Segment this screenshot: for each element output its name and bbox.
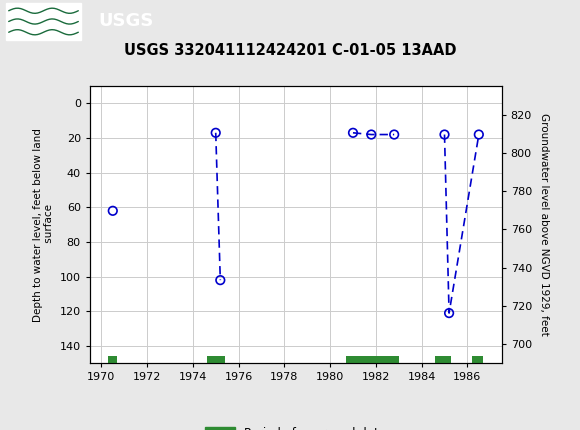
Point — [216, 277, 225, 284]
Bar — [108, 356, 117, 364]
Point — [390, 131, 399, 138]
Y-axis label: Groundwater level above NGVD 1929, feet: Groundwater level above NGVD 1929, feet — [539, 113, 549, 336]
Text: USGS 332041112424201 C-01-05 13AAD: USGS 332041112424201 C-01-05 13AAD — [124, 43, 456, 58]
Point — [474, 131, 484, 138]
Bar — [436, 356, 451, 364]
Y-axis label: Depth to water level, feet below land
 surface: Depth to water level, feet below land su… — [32, 128, 54, 322]
Legend: Period of approved data: Period of approved data — [201, 422, 391, 430]
Text: USGS: USGS — [99, 12, 154, 31]
Point — [349, 129, 358, 136]
Point — [367, 131, 376, 138]
Bar — [346, 356, 399, 364]
Point — [108, 207, 117, 214]
Point — [440, 131, 449, 138]
Bar — [6, 3, 81, 40]
Point — [211, 129, 220, 136]
Bar — [206, 356, 225, 364]
Bar — [472, 356, 483, 364]
Point — [444, 310, 454, 316]
